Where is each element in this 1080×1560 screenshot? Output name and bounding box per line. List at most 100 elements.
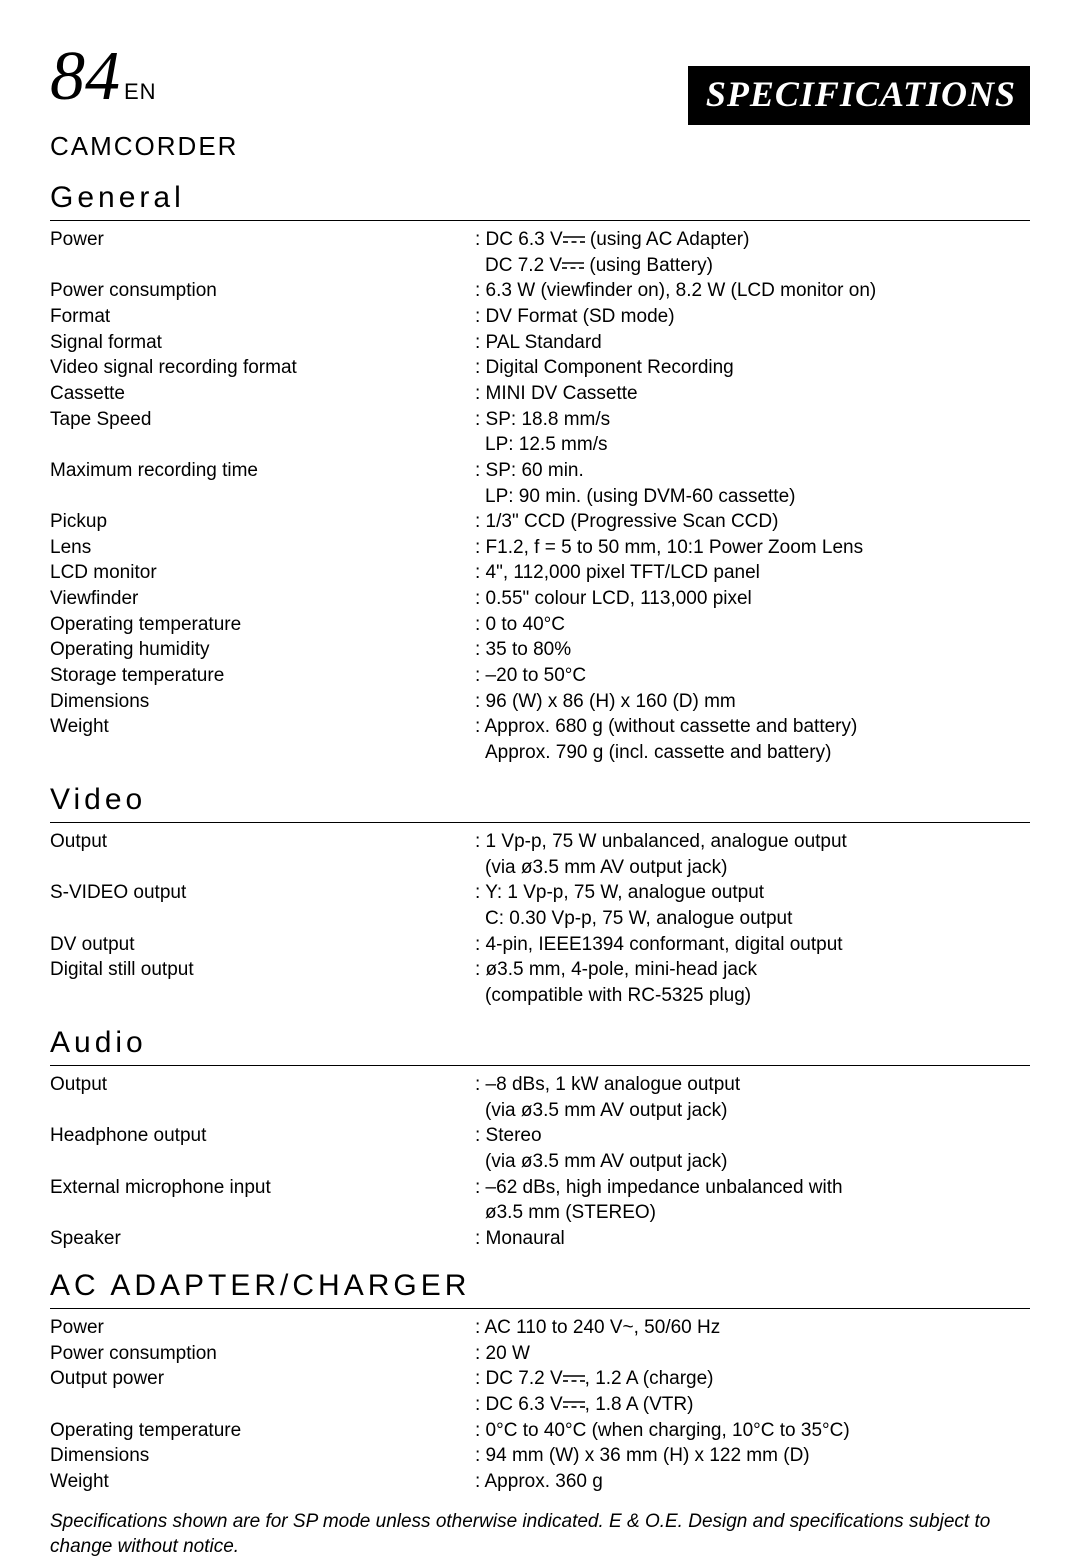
spec-row: Lens: F1.2, f = 5 to 50 mm, 10:1 Power Z…: [50, 535, 1030, 561]
page-number: 84: [50, 30, 120, 125]
spec-row: Pickup: 1/3" CCD (Progressive Scan CCD): [50, 509, 1030, 535]
spec-row: Video signal recording format: Digital C…: [50, 355, 1030, 381]
spec-label: Video signal recording format: [50, 355, 475, 381]
page-language: EN: [124, 77, 157, 107]
spec-row: (via ø3.5 mm AV output jack): [50, 1098, 1030, 1124]
spec-label: Signal format: [50, 330, 475, 356]
video-spec-list: Output: 1 Vp-p, 75 W unbalanced, analogu…: [50, 829, 1030, 1008]
spec-label: [50, 1098, 475, 1124]
spec-value: : Y: 1 Vp-p, 75 W, analogue output: [475, 880, 1030, 906]
spec-value: : 4-pin, IEEE1394 conformant, digital ou…: [475, 932, 1030, 958]
spec-value: : SP: 18.8 mm/s: [475, 407, 1030, 433]
spec-label: DV output: [50, 932, 475, 958]
spec-value: : DC 6.3 V (using AC Adapter): [475, 227, 1030, 253]
spec-label: External microphone input: [50, 1175, 475, 1201]
spec-label: Pickup: [50, 509, 475, 535]
spec-value: : PAL Standard: [475, 330, 1030, 356]
spec-value: : –8 dBs, 1 kW analogue output: [475, 1072, 1030, 1098]
spec-label: LCD monitor: [50, 560, 475, 586]
spec-label: Operating humidity: [50, 637, 475, 663]
adapter-spec-list: Power: AC 110 to 240 V~, 50/60 HzPower c…: [50, 1315, 1030, 1494]
spec-value: : –62 dBs, high impedance unbalanced wit…: [475, 1175, 1030, 1201]
spec-label: Operating temperature: [50, 1418, 475, 1444]
spec-value: : 4", 112,000 pixel TFT/LCD panel: [475, 560, 1030, 586]
spec-value: : 96 (W) x 86 (H) x 160 (D) mm: [475, 689, 1030, 715]
spec-label: Cassette: [50, 381, 475, 407]
spec-row: Digital still output: ø3.5 mm, 4-pole, m…: [50, 957, 1030, 983]
spec-value: (via ø3.5 mm AV output jack): [475, 855, 1030, 881]
spec-row: C: 0.30 Vp-p, 75 W, analogue output: [50, 906, 1030, 932]
spec-label: Power consumption: [50, 278, 475, 304]
spec-label: Output power: [50, 1366, 475, 1392]
audio-spec-list: Output: –8 dBs, 1 kW analogue output(via…: [50, 1072, 1030, 1251]
camcorder-heading: CAMCORDER: [50, 129, 1030, 164]
spec-label: Lens: [50, 535, 475, 561]
spec-row: Output power: DC 7.2 V, 1.2 A (charge): [50, 1366, 1030, 1392]
spec-row: Format: DV Format (SD mode): [50, 304, 1030, 330]
spec-row: Dimensions: 96 (W) x 86 (H) x 160 (D) mm: [50, 689, 1030, 715]
spec-label: Weight: [50, 714, 475, 740]
spec-label: [50, 1392, 475, 1418]
spec-row: Power consumption: 6.3 W (viewfinder on)…: [50, 278, 1030, 304]
spec-row: Output: –8 dBs, 1 kW analogue output: [50, 1072, 1030, 1098]
section-title-general: General: [50, 178, 1030, 222]
spec-label: Storage temperature: [50, 663, 475, 689]
spec-row: S-VIDEO output: Y: 1 Vp-p, 75 W, analogu…: [50, 880, 1030, 906]
spec-value: : Monaural: [475, 1226, 1030, 1252]
spec-value: Approx. 790 g (incl. cassette and batter…: [475, 740, 1030, 766]
spec-row: ø3.5 mm (STEREO): [50, 1200, 1030, 1226]
spec-value: : MINI DV Cassette: [475, 381, 1030, 407]
spec-value: LP: 90 min. (using DVM-60 cassette): [475, 484, 1030, 510]
spec-label: [50, 484, 475, 510]
spec-value: : ø3.5 mm, 4-pole, mini-head jack: [475, 957, 1030, 983]
section-title-video: Video: [50, 780, 1030, 824]
spec-value: : 94 mm (W) x 36 mm (H) x 122 mm (D): [475, 1443, 1030, 1469]
footnote-text: Specifications shown are for SP mode unl…: [50, 1509, 1030, 1560]
spec-row: LCD monitor: 4", 112,000 pixel TFT/LCD p…: [50, 560, 1030, 586]
spec-value: DC 7.2 V (using Battery): [475, 253, 1030, 279]
spec-label: [50, 432, 475, 458]
spec-value: : Approx. 680 g (without cassette and ba…: [475, 714, 1030, 740]
spec-row: (via ø3.5 mm AV output jack): [50, 1149, 1030, 1175]
spec-row: Power: AC 110 to 240 V~, 50/60 Hz: [50, 1315, 1030, 1341]
spec-label: Output: [50, 1072, 475, 1098]
spec-value: : SP: 60 min.: [475, 458, 1030, 484]
spec-row: DV output: 4-pin, IEEE1394 conformant, d…: [50, 932, 1030, 958]
spec-row: Viewfinder: 0.55" colour LCD, 113,000 pi…: [50, 586, 1030, 612]
spec-value: : Digital Component Recording: [475, 355, 1030, 381]
spec-value: : 0°C to 40°C (when charging, 10°C to 35…: [475, 1418, 1030, 1444]
spec-label: Dimensions: [50, 689, 475, 715]
spec-row: Signal format: PAL Standard: [50, 330, 1030, 356]
spec-row: Dimensions: 94 mm (W) x 36 mm (H) x 122 …: [50, 1443, 1030, 1469]
spec-label: Format: [50, 304, 475, 330]
spec-label: Maximum recording time: [50, 458, 475, 484]
page-header: 84 EN SPECIFICATIONS: [50, 30, 1030, 125]
spec-row: Operating temperature: 0 to 40°C: [50, 612, 1030, 638]
spec-value: ø3.5 mm (STEREO): [475, 1200, 1030, 1226]
section-title-audio: Audio: [50, 1023, 1030, 1067]
spec-value: (via ø3.5 mm AV output jack): [475, 1149, 1030, 1175]
spec-value: (via ø3.5 mm AV output jack): [475, 1098, 1030, 1124]
spec-label: [50, 906, 475, 932]
spec-label: [50, 1200, 475, 1226]
spec-row: LP: 12.5 mm/s: [50, 432, 1030, 458]
spec-label: Dimensions: [50, 1443, 475, 1469]
spec-row: Headphone output: Stereo: [50, 1123, 1030, 1149]
spec-row: (via ø3.5 mm AV output jack): [50, 855, 1030, 881]
spec-value: : F1.2, f = 5 to 50 mm, 10:1 Power Zoom …: [475, 535, 1030, 561]
spec-label: Power: [50, 227, 475, 253]
spec-value: : 0.55" colour LCD, 113,000 pixel: [475, 586, 1030, 612]
spec-label: Power consumption: [50, 1341, 475, 1367]
spec-value: : 6.3 W (viewfinder on), 8.2 W (LCD moni…: [475, 278, 1030, 304]
spec-label: [50, 253, 475, 279]
spec-value: : –20 to 50°C: [475, 663, 1030, 689]
spec-value: (compatible with RC-5325 plug): [475, 983, 1030, 1009]
spec-value: : DC 7.2 V, 1.2 A (charge): [475, 1366, 1030, 1392]
spec-row: Speaker: Monaural: [50, 1226, 1030, 1252]
spec-label: Weight: [50, 1469, 475, 1495]
spec-label: [50, 740, 475, 766]
spec-row: External microphone input: –62 dBs, high…: [50, 1175, 1030, 1201]
section-title-adapter: AC ADAPTER/CHARGER: [50, 1266, 1030, 1310]
spec-label: Digital still output: [50, 957, 475, 983]
spec-row: Operating temperature: 0°C to 40°C (when…: [50, 1418, 1030, 1444]
